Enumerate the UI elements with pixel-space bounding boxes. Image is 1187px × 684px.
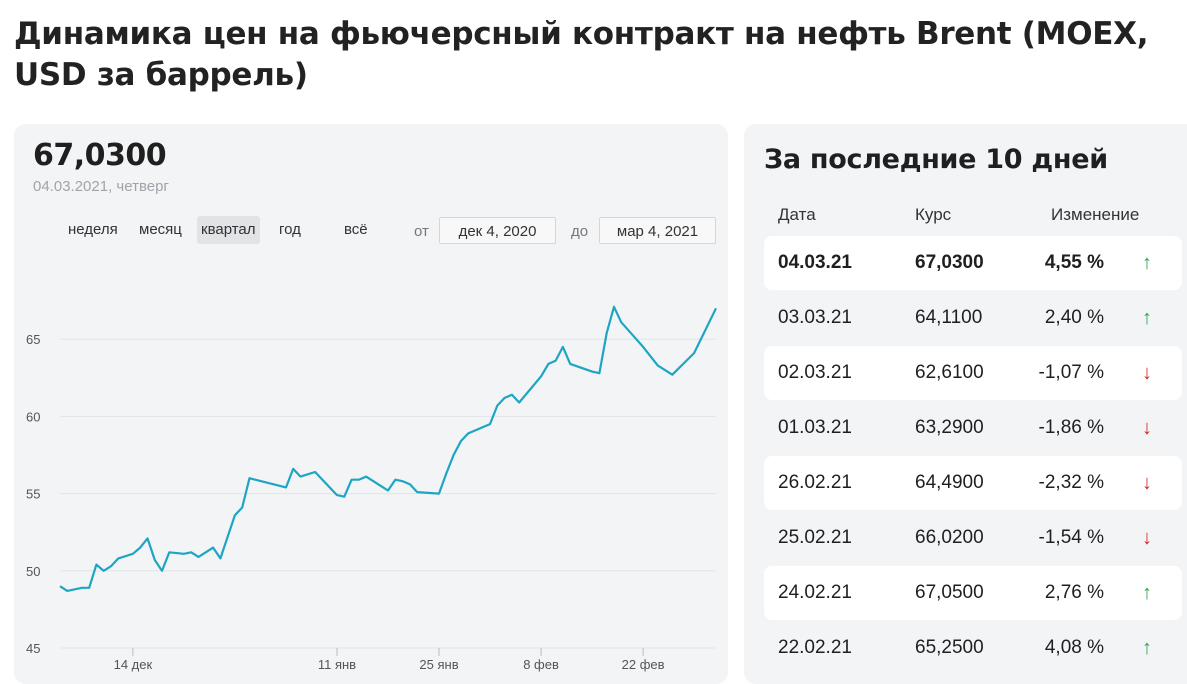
row-change: 2,76 % xyxy=(1044,582,1104,603)
row-change: -1,07 % xyxy=(1038,362,1104,383)
y-tick-label: 65 xyxy=(26,332,40,347)
x-tick-label: 11 янв xyxy=(318,657,356,672)
row-change: 2,40 % xyxy=(1044,307,1104,328)
table-row: 02.03.21 62,6100 -1,07 % ↓ xyxy=(764,346,1182,400)
tab-quarter[interactable]: квартал xyxy=(197,216,260,244)
table-row: 22.02.21 65,2500 4,08 % ↑ xyxy=(764,621,1182,675)
row-date: 24.02.21 xyxy=(778,582,852,603)
row-rate: 67,0500 xyxy=(915,582,984,603)
table-row: 03.03.21 64,1100 2,40 % ↑ xyxy=(764,291,1182,345)
row-change: 4,55 % xyxy=(1044,252,1104,273)
arrow-down-icon: ↓ xyxy=(1142,527,1152,549)
table-row: 26.02.21 64,4900 -2,32 % ↓ xyxy=(764,456,1182,510)
table-row: 25.02.21 66,0200 -1,54 % ↓ xyxy=(764,511,1182,565)
range-to-label: до xyxy=(571,223,589,240)
history-table-card: За последние 10 дней Дата Курс Изменение… xyxy=(744,124,1187,684)
tab-year[interactable]: год xyxy=(279,221,301,238)
arrow-down-icon: ↓ xyxy=(1142,472,1152,494)
tab-week[interactable]: неделя xyxy=(68,221,118,238)
row-rate: 63,2900 xyxy=(915,417,984,438)
row-rate: 66,0200 xyxy=(915,527,984,548)
arrow-up-icon: ↑ xyxy=(1142,307,1152,329)
x-tick-label: 14 дек xyxy=(114,657,153,672)
range-from-input[interactable]: дек 4, 2020 xyxy=(439,217,556,244)
table-title: За последние 10 дней xyxy=(764,144,1108,175)
arrow-up-icon: ↑ xyxy=(1142,637,1152,659)
row-date: 01.03.21 xyxy=(778,417,852,438)
y-tick-label: 45 xyxy=(26,641,40,656)
row-date: 22.02.21 xyxy=(778,637,852,658)
row-date: 02.03.21 xyxy=(778,362,852,383)
range-from-label: от xyxy=(414,223,429,240)
current-date: 04.03.2021, четверг xyxy=(33,178,169,195)
row-rate: 67,0300 xyxy=(915,252,984,273)
row-change: 4,08 % xyxy=(1044,637,1104,658)
row-date: 26.02.21 xyxy=(778,472,852,493)
y-tick-label: 55 xyxy=(26,487,40,502)
table-row: 04.03.21 67,0300 4,55 % ↑ xyxy=(764,236,1182,290)
row-date: 03.03.21 xyxy=(778,307,852,328)
row-rate: 65,2500 xyxy=(915,637,984,658)
row-change: -1,86 % xyxy=(1038,417,1104,438)
row-rate: 62,6100 xyxy=(915,362,984,383)
column-header-rate: Курс xyxy=(915,205,952,224)
range-to-input[interactable]: мар 4, 2021 xyxy=(599,217,716,244)
row-change: -2,32 % xyxy=(1038,472,1104,493)
tab-month[interactable]: месяц xyxy=(139,221,182,238)
arrow-up-icon: ↑ xyxy=(1142,582,1152,604)
row-rate: 64,1100 xyxy=(915,307,983,328)
column-header-change: Изменение xyxy=(1051,205,1140,224)
arrow-down-icon: ↓ xyxy=(1142,417,1152,439)
x-tick-label: 25 янв xyxy=(419,657,458,672)
arrow-down-icon: ↓ xyxy=(1142,362,1152,384)
row-date: 04.03.21 xyxy=(778,252,852,273)
x-tick-label: 8 фев xyxy=(523,657,559,672)
table-row: 01.03.21 63,2900 -1,86 % ↓ xyxy=(764,401,1182,455)
chart-card: 67,0300 04.03.2021, четверг неделя месяц… xyxy=(14,124,728,684)
x-tick-label: 22 фев xyxy=(622,657,665,672)
y-tick-label: 60 xyxy=(26,409,40,424)
arrow-up-icon: ↑ xyxy=(1142,252,1152,274)
column-header-date: Дата xyxy=(778,205,816,224)
row-change: -1,54 % xyxy=(1038,527,1104,548)
price-series-line[interactable] xyxy=(59,305,717,592)
tab-all[interactable]: всё xyxy=(344,221,368,238)
price-chart[interactable]: 45 50 55 60 65 14 дек 11 янв 25 янв 8 фев 22 фев xyxy=(14,124,728,673)
row-rate: 64,4900 xyxy=(915,472,984,493)
table-row: 24.02.21 67,0500 2,76 % ↑ xyxy=(764,566,1182,620)
row-date: 25.02.21 xyxy=(778,527,852,548)
current-price: 67,0300 xyxy=(33,138,167,173)
page-title: Динамика цен на фьючерсный контракт на н… xyxy=(14,16,1149,93)
y-tick-label: 50 xyxy=(26,564,40,579)
